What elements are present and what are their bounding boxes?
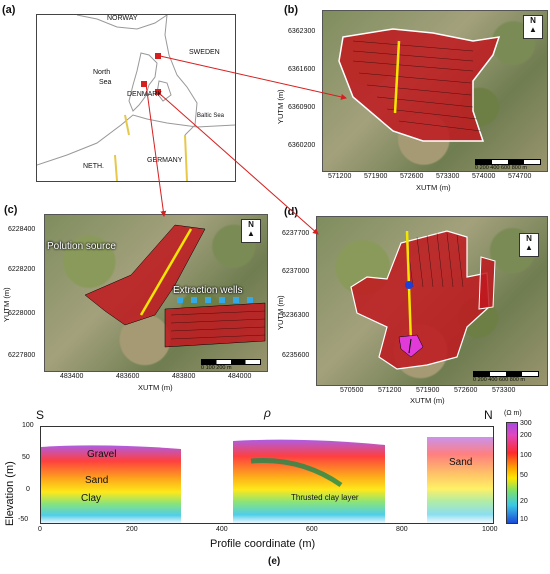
site-marker-c: [141, 81, 147, 87]
panel-d-label: (d): [284, 206, 299, 218]
d-x-tick: 573300: [492, 387, 516, 394]
profile-title: ρ: [264, 406, 271, 420]
site-marker-d: [155, 89, 161, 95]
e-y-tick: 0: [26, 486, 30, 493]
north-arrow-icon: N ▲: [523, 15, 543, 39]
e-x-tick: 800: [396, 526, 408, 533]
colorbar-tick: 300: [520, 420, 532, 427]
label-denmark: DENMARK: [127, 91, 163, 98]
c-y-tick: 6228400: [8, 226, 36, 233]
colorbar-tick: 200: [520, 432, 532, 439]
scale-bar-ticks: 0 200 400 600 800 m: [475, 165, 527, 171]
b-x-tick: 572600: [400, 173, 424, 180]
b-x-tick: 571900: [364, 173, 388, 180]
label-baltic: Baltic Sea: [197, 113, 225, 119]
d-y-tick: 6236300: [282, 312, 310, 319]
panel-e-label: (e): [268, 556, 281, 567]
scale-bar: [475, 159, 541, 165]
b-y-tick: 6360200: [288, 142, 316, 149]
b-x-tick: 574700: [508, 173, 532, 180]
gravel-label: Gravel: [87, 449, 117, 460]
e-x-label: Profile coordinate (m): [210, 538, 316, 550]
d-x-tick: 572600: [454, 387, 478, 394]
label-sweden: SWEDEN: [189, 49, 220, 56]
panel-c-label: (c): [4, 204, 18, 216]
c-x-label: XUTM (m): [138, 383, 173, 392]
d-y-tick: 6237000: [282, 268, 310, 275]
c-y-tick: 6228000: [8, 310, 36, 317]
c-x-tick: 483600: [116, 373, 140, 380]
thrusted-clay-label: Thrusted clay layer: [291, 493, 359, 502]
overview-map: NORWAY SWEDEN North Sea DENMARK Baltic S…: [36, 14, 236, 182]
d-x-tick: 571900: [416, 387, 440, 394]
clay-label: Clay: [81, 493, 102, 504]
scale-bar: [201, 359, 261, 365]
e-x-tick: 0: [38, 526, 42, 533]
colorbar-tick: 50: [520, 472, 528, 479]
colorbar-unit: (Ω m): [504, 410, 522, 417]
b-x-tick: 573300: [436, 173, 460, 180]
sand-right-label: Sand: [449, 457, 473, 468]
label-north-sea-2: Sea: [99, 79, 112, 86]
d-x-tick: 571200: [378, 387, 402, 394]
c-x-tick: 483800: [172, 373, 196, 380]
e-y-tick: 50: [22, 454, 30, 461]
profile-end-label: N: [484, 408, 493, 422]
label-neth: NETH.: [83, 163, 104, 170]
colorbar-tick: 10: [520, 516, 528, 523]
label-germany: GERMANY: [147, 157, 183, 164]
extraction-wells-label: Extraction wells: [173, 285, 243, 296]
d-x-tick: 570500: [340, 387, 364, 394]
pollution-source-label: Polution source: [47, 241, 116, 252]
c-x-tick: 484000: [228, 373, 252, 380]
panel-a-label: (a): [2, 4, 16, 16]
b-x-tick: 574000: [472, 173, 496, 180]
scale-bar-ticks: 0 100 200 m: [201, 365, 232, 371]
e-x-tick: 200: [126, 526, 138, 533]
b-y-tick: 6361600: [288, 66, 316, 73]
b-x-tick: 571200: [328, 173, 352, 180]
north-arrow-icon: N ▲: [519, 233, 539, 257]
panel-b-label: (b): [284, 4, 299, 16]
site-marker-b: [155, 53, 161, 59]
d-y-tick: 6237700: [282, 230, 310, 237]
map-c: Polution source Extraction wells N ▲ 0 10…: [44, 214, 268, 372]
north-arrow-icon: N ▲: [241, 219, 261, 243]
profile-start-label: S: [36, 408, 45, 422]
e-y-tick: 100: [22, 422, 34, 429]
e-x-tick: 1000: [482, 526, 498, 533]
label-norway: NORWAY: [107, 15, 138, 22]
colorbar-tick: 20: [520, 498, 528, 505]
colorbar-tick: 100: [520, 452, 532, 459]
e-x-tick: 400: [216, 526, 228, 533]
e-x-tick: 600: [306, 526, 318, 533]
b-y-tick: 6360900: [288, 104, 316, 111]
d-y-tick: 6235600: [282, 352, 310, 359]
b-x-label: XUTM (m): [416, 183, 451, 192]
b-y-tick: 6362300: [288, 28, 316, 35]
colorbar: [506, 422, 518, 524]
map-d: N ▲ 0 200 400 600 800 m: [316, 216, 548, 386]
c-x-tick: 483400: [60, 373, 84, 380]
e-y-label: Elevation (m): [4, 461, 16, 526]
scale-bar: [473, 371, 539, 377]
map-b: N ▲ 0 200 400 600 800 m: [322, 10, 548, 172]
c-y-tick: 6228200: [8, 266, 36, 273]
sand-label: Sand: [85, 475, 109, 486]
e-y-tick: -50: [18, 516, 29, 523]
scale-bar-ticks: 0 200 400 600 800 m: [473, 377, 525, 383]
resistivity-profile: Gravel Sand Clay Sand Thrusted clay laye…: [40, 426, 494, 524]
label-north-sea-1: North: [93, 69, 111, 76]
c-y-tick: 6227800: [8, 352, 36, 359]
d-x-label: XUTM (m): [410, 396, 445, 405]
